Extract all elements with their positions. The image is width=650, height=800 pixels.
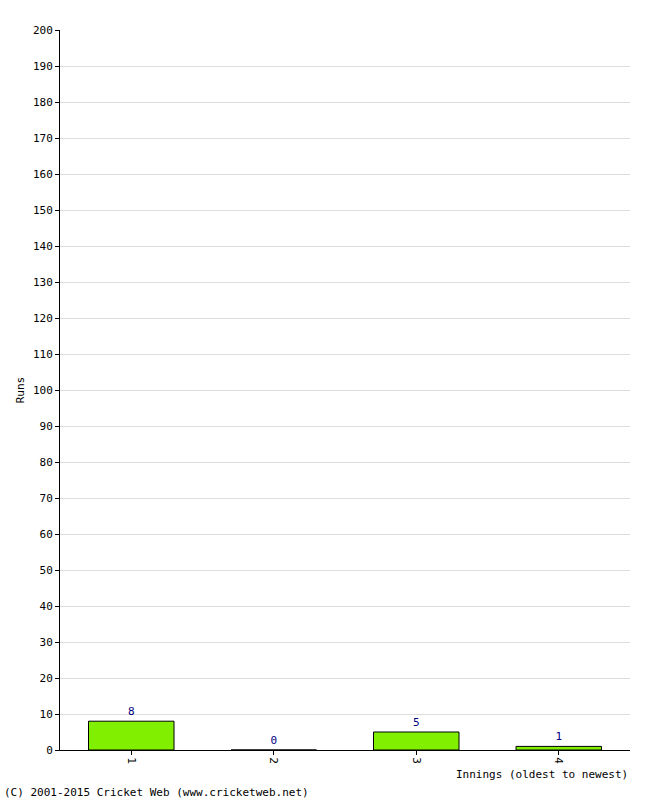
svg-text:120: 120 <box>33 312 53 325</box>
svg-text:0: 0 <box>46 744 53 757</box>
svg-text:180: 180 <box>33 96 53 109</box>
svg-text:3: 3 <box>410 757 423 764</box>
svg-text:110: 110 <box>33 348 53 361</box>
svg-text:50: 50 <box>40 564 53 577</box>
svg-text:0: 0 <box>270 734 277 747</box>
svg-text:Innings (oldest to newest): Innings (oldest to newest) <box>456 768 628 781</box>
svg-text:Runs: Runs <box>14 377 27 404</box>
svg-text:1: 1 <box>555 730 562 743</box>
svg-text:200: 200 <box>33 24 53 37</box>
svg-text:40: 40 <box>40 600 53 613</box>
svg-text:4: 4 <box>552 757 565 764</box>
svg-text:10: 10 <box>40 708 53 721</box>
svg-text:20: 20 <box>40 672 53 685</box>
svg-text:150: 150 <box>33 204 53 217</box>
svg-text:170: 170 <box>33 132 53 145</box>
svg-text:140: 140 <box>33 240 53 253</box>
svg-text:70: 70 <box>40 492 53 505</box>
svg-text:90: 90 <box>40 420 53 433</box>
svg-text:8: 8 <box>128 705 135 718</box>
svg-text:60: 60 <box>40 528 53 541</box>
svg-text:2: 2 <box>267 757 280 764</box>
svg-text:5: 5 <box>413 716 420 729</box>
svg-text:30: 30 <box>40 636 53 649</box>
svg-text:(C) 2001-2015 Cricket Web (www: (C) 2001-2015 Cricket Web (www.cricketwe… <box>4 786 309 799</box>
svg-text:100: 100 <box>33 384 53 397</box>
svg-text:190: 190 <box>33 60 53 73</box>
svg-text:1: 1 <box>125 757 138 764</box>
svg-text:160: 160 <box>33 168 53 181</box>
svg-text:80: 80 <box>40 456 53 469</box>
svg-text:130: 130 <box>33 276 53 289</box>
